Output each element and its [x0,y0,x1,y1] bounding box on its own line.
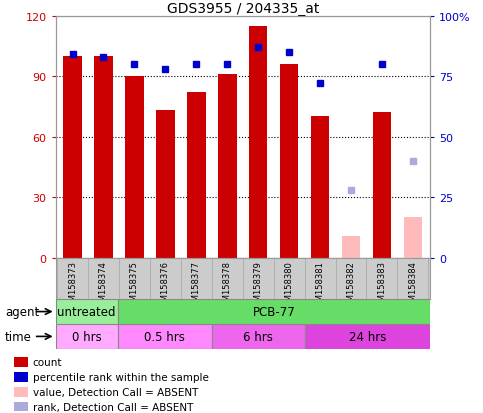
Bar [14,387,28,397]
Bar [305,324,430,349]
Text: time: time [5,330,32,343]
Text: agent: agent [5,305,39,318]
Bar [118,299,430,324]
Text: GSM158378: GSM158378 [223,260,232,311]
Text: GSM158380: GSM158380 [284,260,294,311]
Text: GSM158382: GSM158382 [346,260,355,311]
Bar [56,324,118,349]
Bar [249,26,268,258]
Text: 0.5 hrs: 0.5 hrs [144,330,185,343]
Text: rank, Detection Call = ABSENT: rank, Detection Call = ABSENT [33,402,193,412]
Bar [341,236,360,258]
Bar [118,324,212,349]
Bar [218,75,237,258]
Bar [212,324,305,349]
Bar [404,218,422,258]
Bar [14,372,28,382]
Bar [14,402,28,412]
Text: percentile rank within the sample: percentile rank within the sample [33,372,209,382]
Bar [56,299,118,324]
Text: GSM158374: GSM158374 [99,260,108,311]
Text: GSM158376: GSM158376 [161,260,170,311]
Bar [311,117,329,258]
Text: 24 hrs: 24 hrs [349,330,386,343]
Bar [373,113,391,258]
Bar [14,357,28,367]
Text: untreated: untreated [57,305,116,318]
Text: GSM158383: GSM158383 [377,260,386,311]
Bar [156,111,175,258]
Text: 0 hrs: 0 hrs [72,330,101,343]
Text: GSM158381: GSM158381 [315,260,325,311]
Bar [187,93,206,258]
Bar [94,57,113,258]
Text: PCB-77: PCB-77 [253,305,295,318]
Text: GSM158379: GSM158379 [254,260,263,311]
Bar [125,77,144,258]
Text: 6 hrs: 6 hrs [243,330,273,343]
Text: count: count [33,357,62,367]
Text: GSM158384: GSM158384 [408,260,417,311]
Bar [63,57,82,258]
Bar [280,65,298,258]
Text: GSM158373: GSM158373 [68,260,77,311]
Title: GDS3955 / 204335_at: GDS3955 / 204335_at [167,2,319,16]
Text: GSM158377: GSM158377 [192,260,201,311]
Text: value, Detection Call = ABSENT: value, Detection Call = ABSENT [33,387,198,397]
Text: GSM158375: GSM158375 [130,260,139,311]
